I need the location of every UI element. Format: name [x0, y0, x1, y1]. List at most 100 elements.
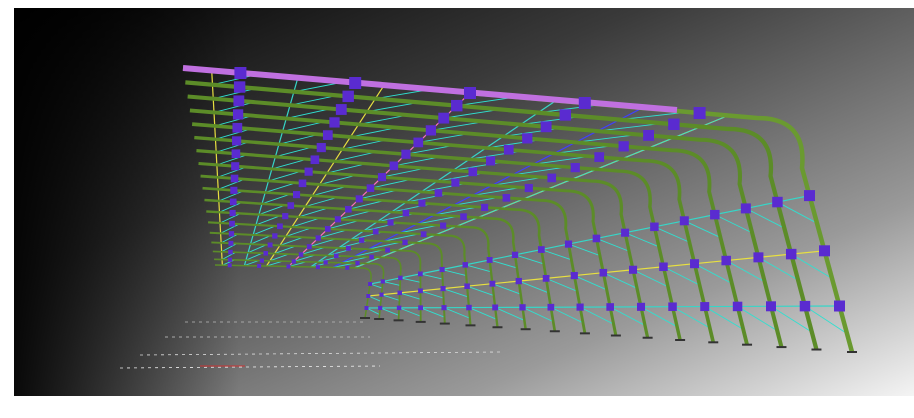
roof-brace — [217, 166, 247, 178]
roof-brace — [222, 259, 235, 266]
roof-purlin — [289, 91, 295, 106]
roof-brace — [220, 233, 239, 244]
roof-brace — [221, 251, 236, 260]
roof-purlin — [215, 152, 218, 165]
roof-brace — [291, 217, 320, 228]
node — [668, 302, 677, 311]
wall-brace — [770, 305, 813, 333]
roof-purlin — [304, 195, 313, 207]
wall-girt — [492, 280, 519, 285]
node — [315, 265, 320, 270]
wall-brace — [518, 280, 549, 294]
roof-purlin — [553, 141, 576, 154]
roof-brace — [332, 262, 355, 268]
node — [334, 253, 339, 259]
node — [401, 149, 411, 159]
wall-brace — [609, 306, 646, 326]
node — [519, 304, 526, 311]
node — [349, 77, 362, 89]
roof-brace — [271, 158, 308, 170]
roof-brace — [365, 256, 381, 264]
roof-brace — [383, 233, 419, 242]
node — [286, 264, 291, 269]
roof-purlin — [363, 221, 378, 232]
roof-purlin — [216, 164, 219, 178]
node — [492, 304, 499, 311]
roof-purlin — [332, 262, 342, 268]
roof-brace — [275, 146, 313, 158]
wall-girt — [399, 290, 421, 294]
node — [418, 288, 423, 294]
roof-brace — [258, 204, 286, 215]
frame — [214, 264, 372, 319]
node — [451, 178, 460, 187]
roof-brace — [334, 151, 377, 162]
wall-brace — [704, 306, 744, 330]
node — [592, 234, 601, 243]
node — [578, 97, 591, 109]
roof-brace — [477, 208, 501, 219]
roof-brace — [312, 186, 347, 197]
node — [263, 251, 268, 256]
roof-purlin — [421, 180, 438, 193]
node — [464, 283, 470, 289]
top-beam — [182, 65, 678, 113]
roof-brace — [619, 111, 689, 121]
node — [335, 104, 347, 115]
wall-girt — [381, 292, 400, 296]
roof-brace — [575, 134, 639, 143]
roof-purlin — [220, 233, 222, 243]
roof-brace — [571, 168, 597, 180]
roof-brace — [309, 238, 336, 248]
roof-brace — [674, 126, 702, 138]
frame — [202, 186, 557, 332]
node — [389, 161, 399, 171]
wall-girt — [684, 214, 715, 222]
node — [292, 191, 301, 199]
roof-purlin — [311, 184, 320, 197]
roof-purlin — [350, 230, 365, 241]
roof-purlin — [377, 211, 392, 223]
node — [420, 231, 427, 238]
node — [564, 240, 573, 248]
node — [345, 245, 351, 251]
node — [368, 282, 373, 286]
roof-purlin — [338, 239, 352, 249]
node — [522, 133, 533, 144]
roof-purlin — [317, 254, 328, 263]
wall-girt — [791, 250, 825, 255]
node — [342, 90, 354, 103]
node — [379, 292, 384, 297]
roof-brace — [538, 104, 603, 114]
node — [334, 216, 341, 223]
node — [377, 173, 387, 182]
roof-brace — [341, 256, 369, 264]
roof-brace — [350, 127, 398, 138]
frame — [209, 231, 446, 324]
node — [304, 167, 313, 176]
wall-girt — [368, 294, 382, 297]
node — [372, 228, 379, 235]
roof-brace — [293, 254, 316, 262]
wall-brace — [380, 307, 399, 316]
node — [466, 304, 472, 311]
node — [693, 107, 706, 119]
node — [606, 303, 614, 311]
roof-brace — [520, 115, 582, 126]
roof-brace — [289, 94, 338, 106]
roof-purlin — [391, 201, 407, 213]
roof-brace — [381, 167, 426, 178]
node — [679, 216, 689, 226]
frame — [182, 65, 855, 353]
wall-girt — [632, 266, 664, 271]
roof-brace — [348, 200, 385, 210]
node — [462, 262, 469, 268]
wall-brace — [400, 277, 421, 283]
wall-brace — [366, 307, 380, 315]
roof-brace — [472, 187, 522, 196]
node — [540, 121, 552, 133]
roof-purlin — [367, 240, 384, 250]
roof-purlin — [334, 148, 343, 162]
node — [230, 186, 238, 194]
